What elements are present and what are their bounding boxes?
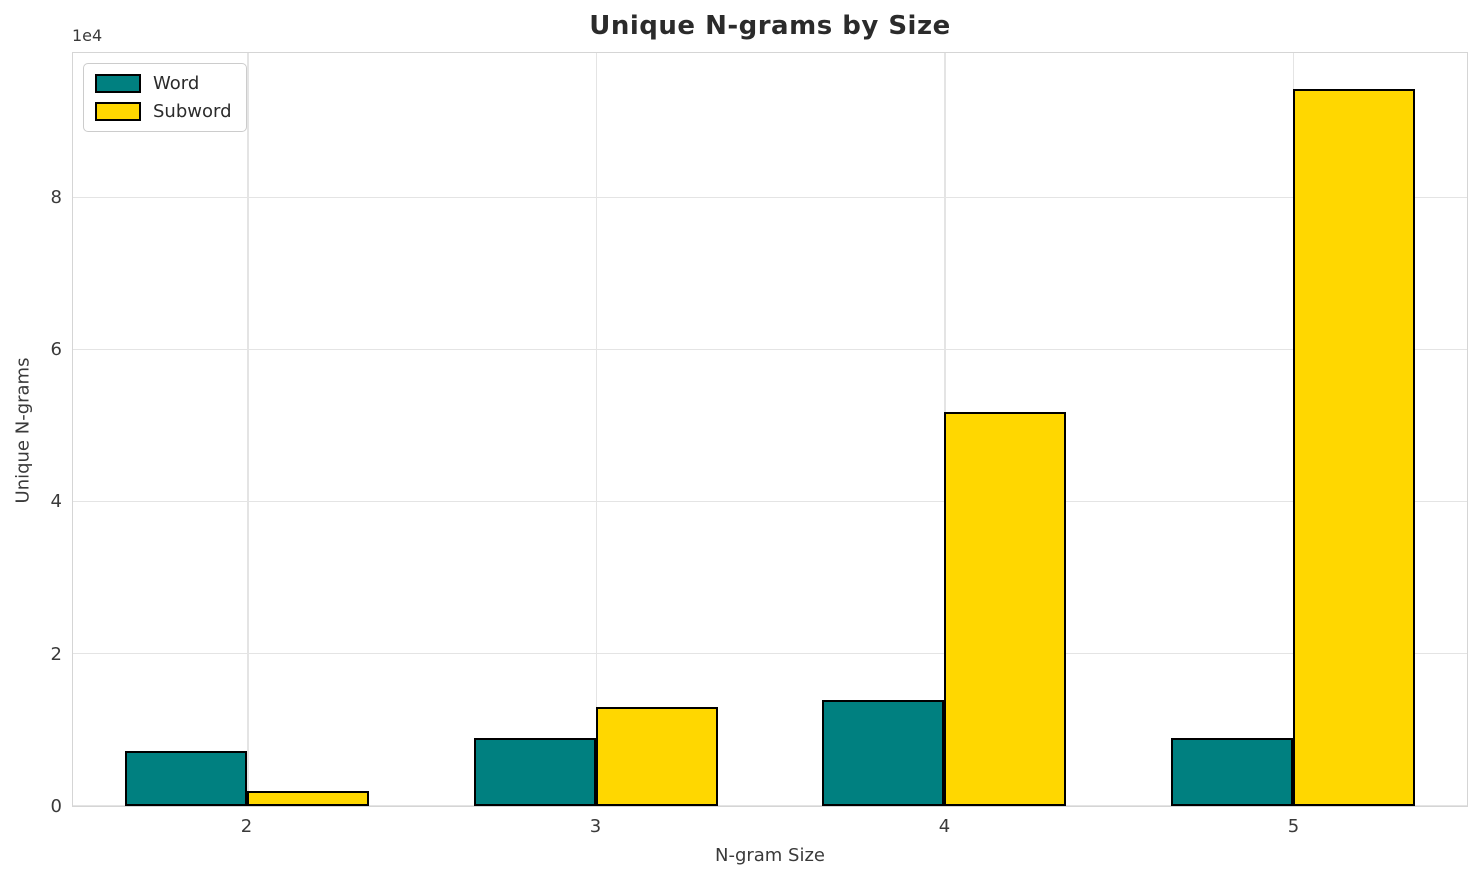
- x-axis-label: N-gram Size: [714, 845, 826, 866]
- bar-subword-ngram-5: [1292, 88, 1415, 806]
- legend-label-word: Word: [153, 73, 200, 94]
- bar-word-ngram-4: [822, 700, 945, 806]
- bar-word-ngram-2: [125, 750, 248, 806]
- x-tick-label-5: 5: [1287, 816, 1300, 837]
- legend-label-subword: Subword: [153, 101, 232, 122]
- y-tick-label-6: 6: [50, 338, 62, 360]
- plot-area: Word Subword: [72, 52, 1468, 807]
- y-tick-label-0: 0: [50, 796, 62, 817]
- y-tick-label-2: 2: [50, 643, 62, 665]
- x-gridline: [247, 53, 249, 806]
- y-gridline: [73, 500, 1467, 503]
- x-gridline: [595, 53, 598, 806]
- x-tick-label-2: 2: [240, 816, 253, 837]
- x-tick-label-4: 4: [938, 816, 951, 837]
- x-tick-label-3: 3: [589, 816, 602, 837]
- legend-swatch-word: [95, 74, 141, 93]
- bar-subword-ngram-3: [595, 707, 718, 806]
- bar-word-ngram-3: [473, 738, 596, 806]
- legend-item-subword: Subword: [95, 101, 232, 122]
- y-gridline: [73, 652, 1467, 655]
- bar-word-ngram-5: [1170, 738, 1293, 806]
- legend-item-word: Word: [95, 73, 232, 94]
- bar-subword-ngram-2: [247, 790, 370, 806]
- y-gridline: [73, 196, 1467, 199]
- bar-subword-ngram-4: [944, 411, 1067, 806]
- y-axis-label: Unique N-grams: [12, 357, 34, 504]
- legend-swatch-subword: [95, 102, 141, 121]
- y-gridline: [73, 804, 1467, 806]
- y-tick-label-4: 4: [50, 491, 62, 513]
- y-tick-label-8: 8: [50, 186, 62, 208]
- y-gridline: [73, 348, 1467, 351]
- y-axis-offset-text: 1e4: [72, 26, 103, 45]
- chart-title: Unique N-grams by Size: [589, 11, 951, 41]
- legend: Word Subword: [83, 63, 247, 132]
